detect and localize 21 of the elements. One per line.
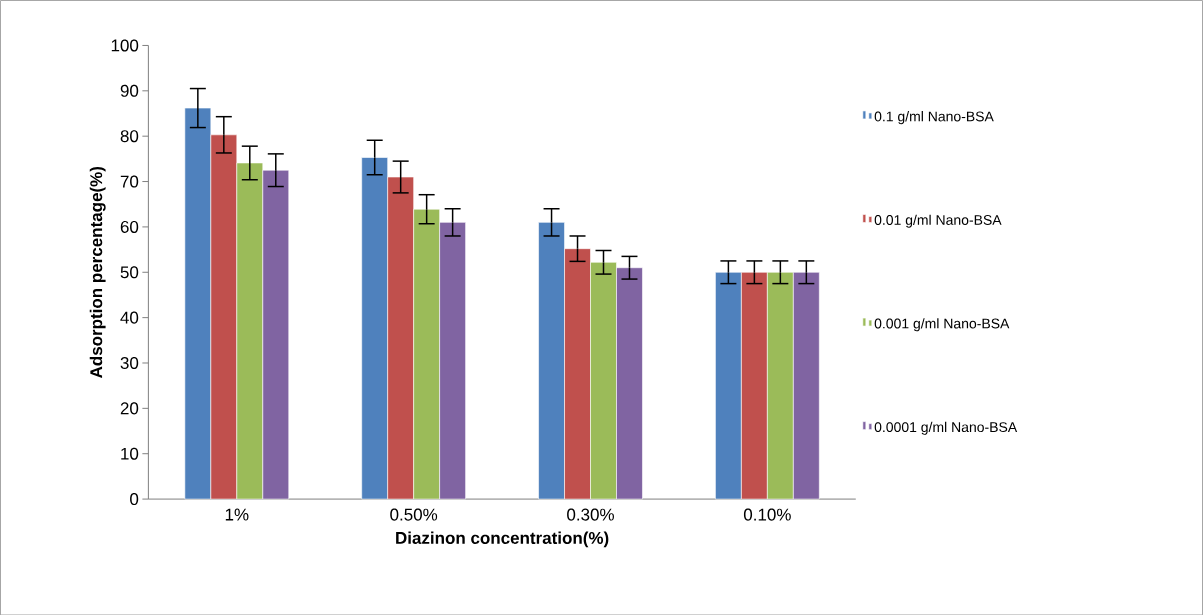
x-axis-title: Diazinon concentration(%) bbox=[396, 531, 609, 548]
x-tick-label: 0.50% bbox=[390, 508, 438, 521]
x-tick-label: 0.30% bbox=[567, 508, 614, 521]
legend-label: 0.001 g/ml Nano-BSA bbox=[874, 317, 1010, 332]
y-tick-label: 50 bbox=[120, 266, 139, 279]
y-tick-label: 40 bbox=[120, 311, 139, 324]
y-tick-label: 90 bbox=[120, 84, 139, 97]
y-tick-label: 80 bbox=[120, 129, 139, 142]
y-tick-label: 30 bbox=[120, 356, 139, 369]
legend-label: 0.01 g/ml Nano-BSA bbox=[874, 214, 1002, 228]
y-tick-label: 20 bbox=[120, 402, 139, 415]
y-tick-label: 0 bbox=[130, 492, 139, 505]
y-tick-label: 70 bbox=[120, 175, 139, 188]
legend-label: 0.0001 g/ml Nano-BSA bbox=[874, 421, 1018, 435]
y-tick-label: 10 bbox=[121, 447, 139, 460]
y-axis-title: Adsorption percentage(%) bbox=[89, 166, 106, 378]
y-tick-label: 60 bbox=[120, 220, 139, 233]
x-tick-label: 0.10% bbox=[743, 508, 791, 521]
x-tick-label: 1% bbox=[225, 508, 249, 521]
y-tick-label: 100 bbox=[111, 39, 139, 52]
legend-label: 0.1 g/ml Nano-BSA bbox=[874, 110, 994, 124]
